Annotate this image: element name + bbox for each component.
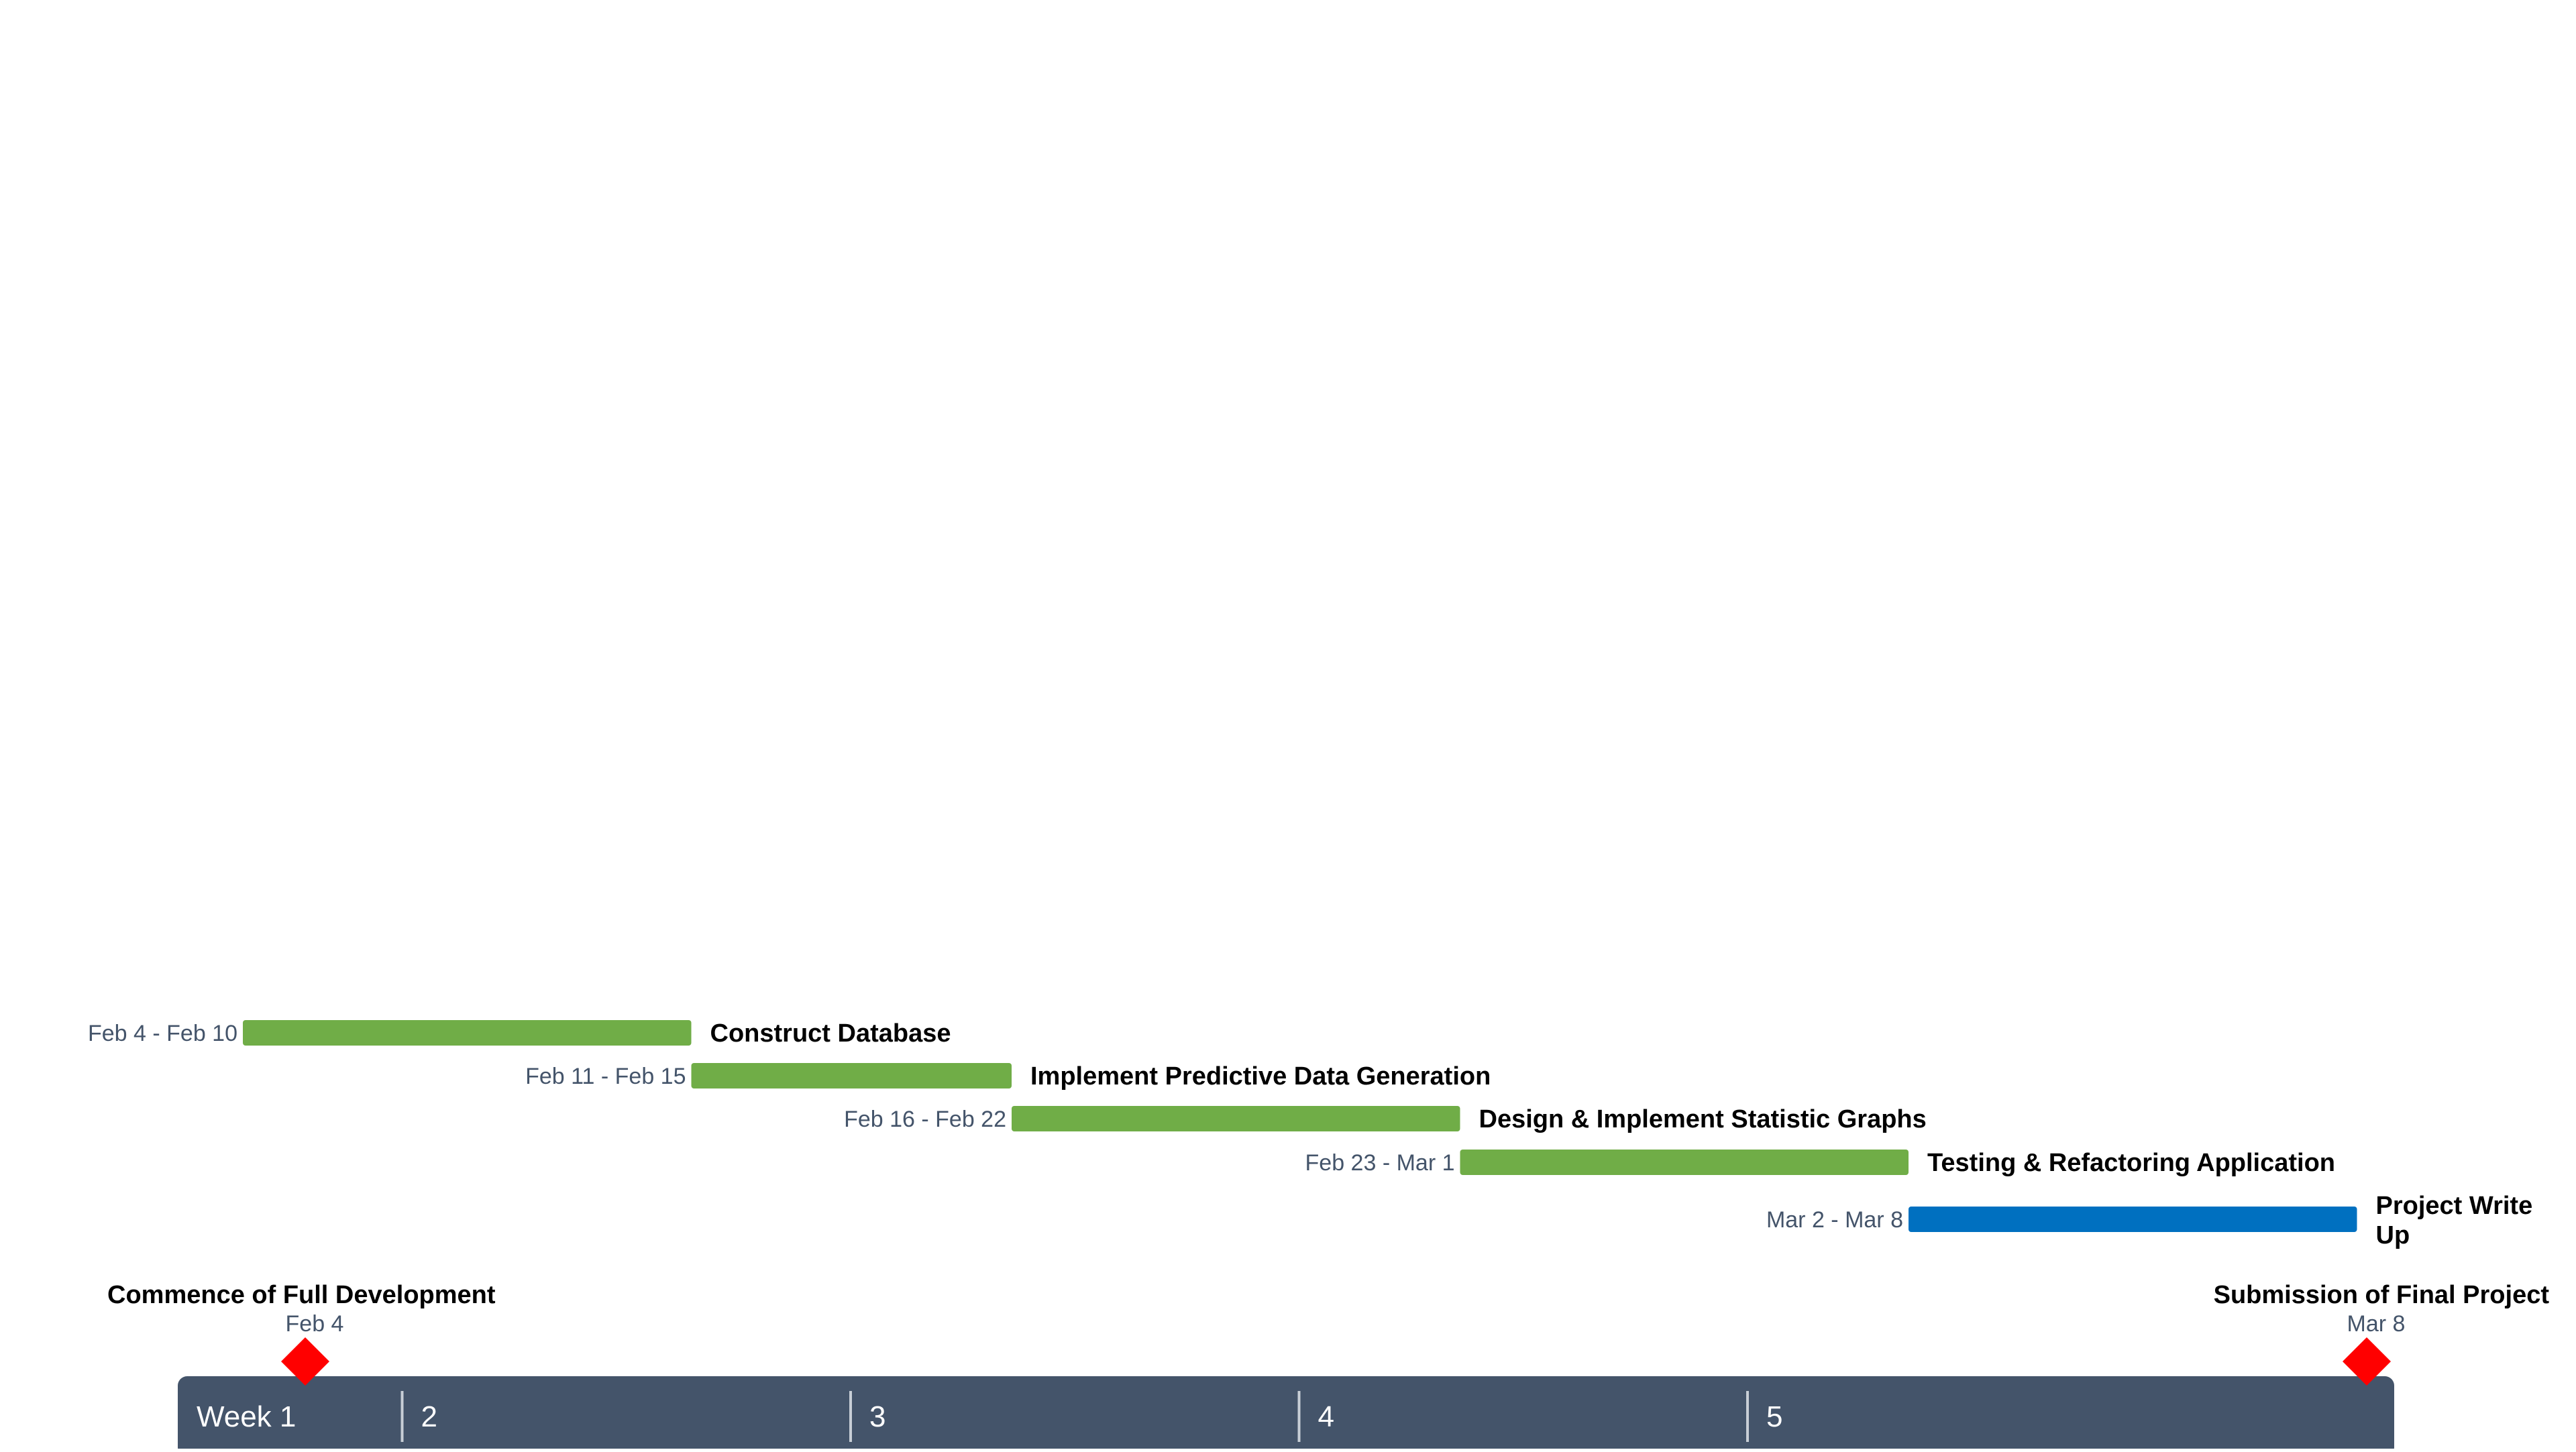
task-bar	[1460, 1150, 1909, 1175]
task-date-label: Feb 16 - Feb 22	[844, 1107, 1006, 1132]
milestone-date-label: Feb 4	[286, 1311, 344, 1337]
timescale-week-label: 5	[1766, 1400, 1782, 1433]
task-date-label: Feb 11 - Feb 15	[525, 1064, 686, 1089]
timescale-band	[178, 1376, 2394, 1452]
task-name-label: Project Write Up	[2376, 1192, 2533, 1249]
task-date-label: Feb 4 - Feb 10	[88, 1021, 237, 1046]
task-name-label: Testing & Refactoring Application	[1927, 1149, 2335, 1177]
timescale-week-label: 4	[1318, 1400, 1334, 1433]
task-date-label: Mar 2 - Mar 8	[1766, 1207, 1903, 1233]
timescale-week-label: 2	[421, 1400, 437, 1433]
task-date-label: Feb 23 - Mar 1	[1305, 1150, 1455, 1176]
task-name-label: Construct Database	[710, 1019, 951, 1048]
task-name-label: Implement Predictive Data Generation	[1030, 1062, 1491, 1091]
milestone-diamond	[2343, 1337, 2391, 1386]
milestone-date-label: Mar 8	[2347, 1311, 2406, 1337]
milestone-name-label: Submission of Final Project	[2214, 1281, 2550, 1309]
milestone-name-label: Commence of Full Development	[107, 1281, 496, 1309]
milestone-diamond	[281, 1337, 329, 1386]
task-bar	[243, 1020, 692, 1046]
task-bar	[1012, 1106, 1460, 1131]
timescale-week-label: Week 1	[197, 1400, 296, 1433]
task-bar	[1909, 1207, 2357, 1232]
timescale-week-label: 3	[869, 1400, 885, 1433]
task-name-label: Design & Implement Statistic Graphs	[1479, 1105, 1927, 1133]
task-bar	[691, 1063, 1012, 1088]
